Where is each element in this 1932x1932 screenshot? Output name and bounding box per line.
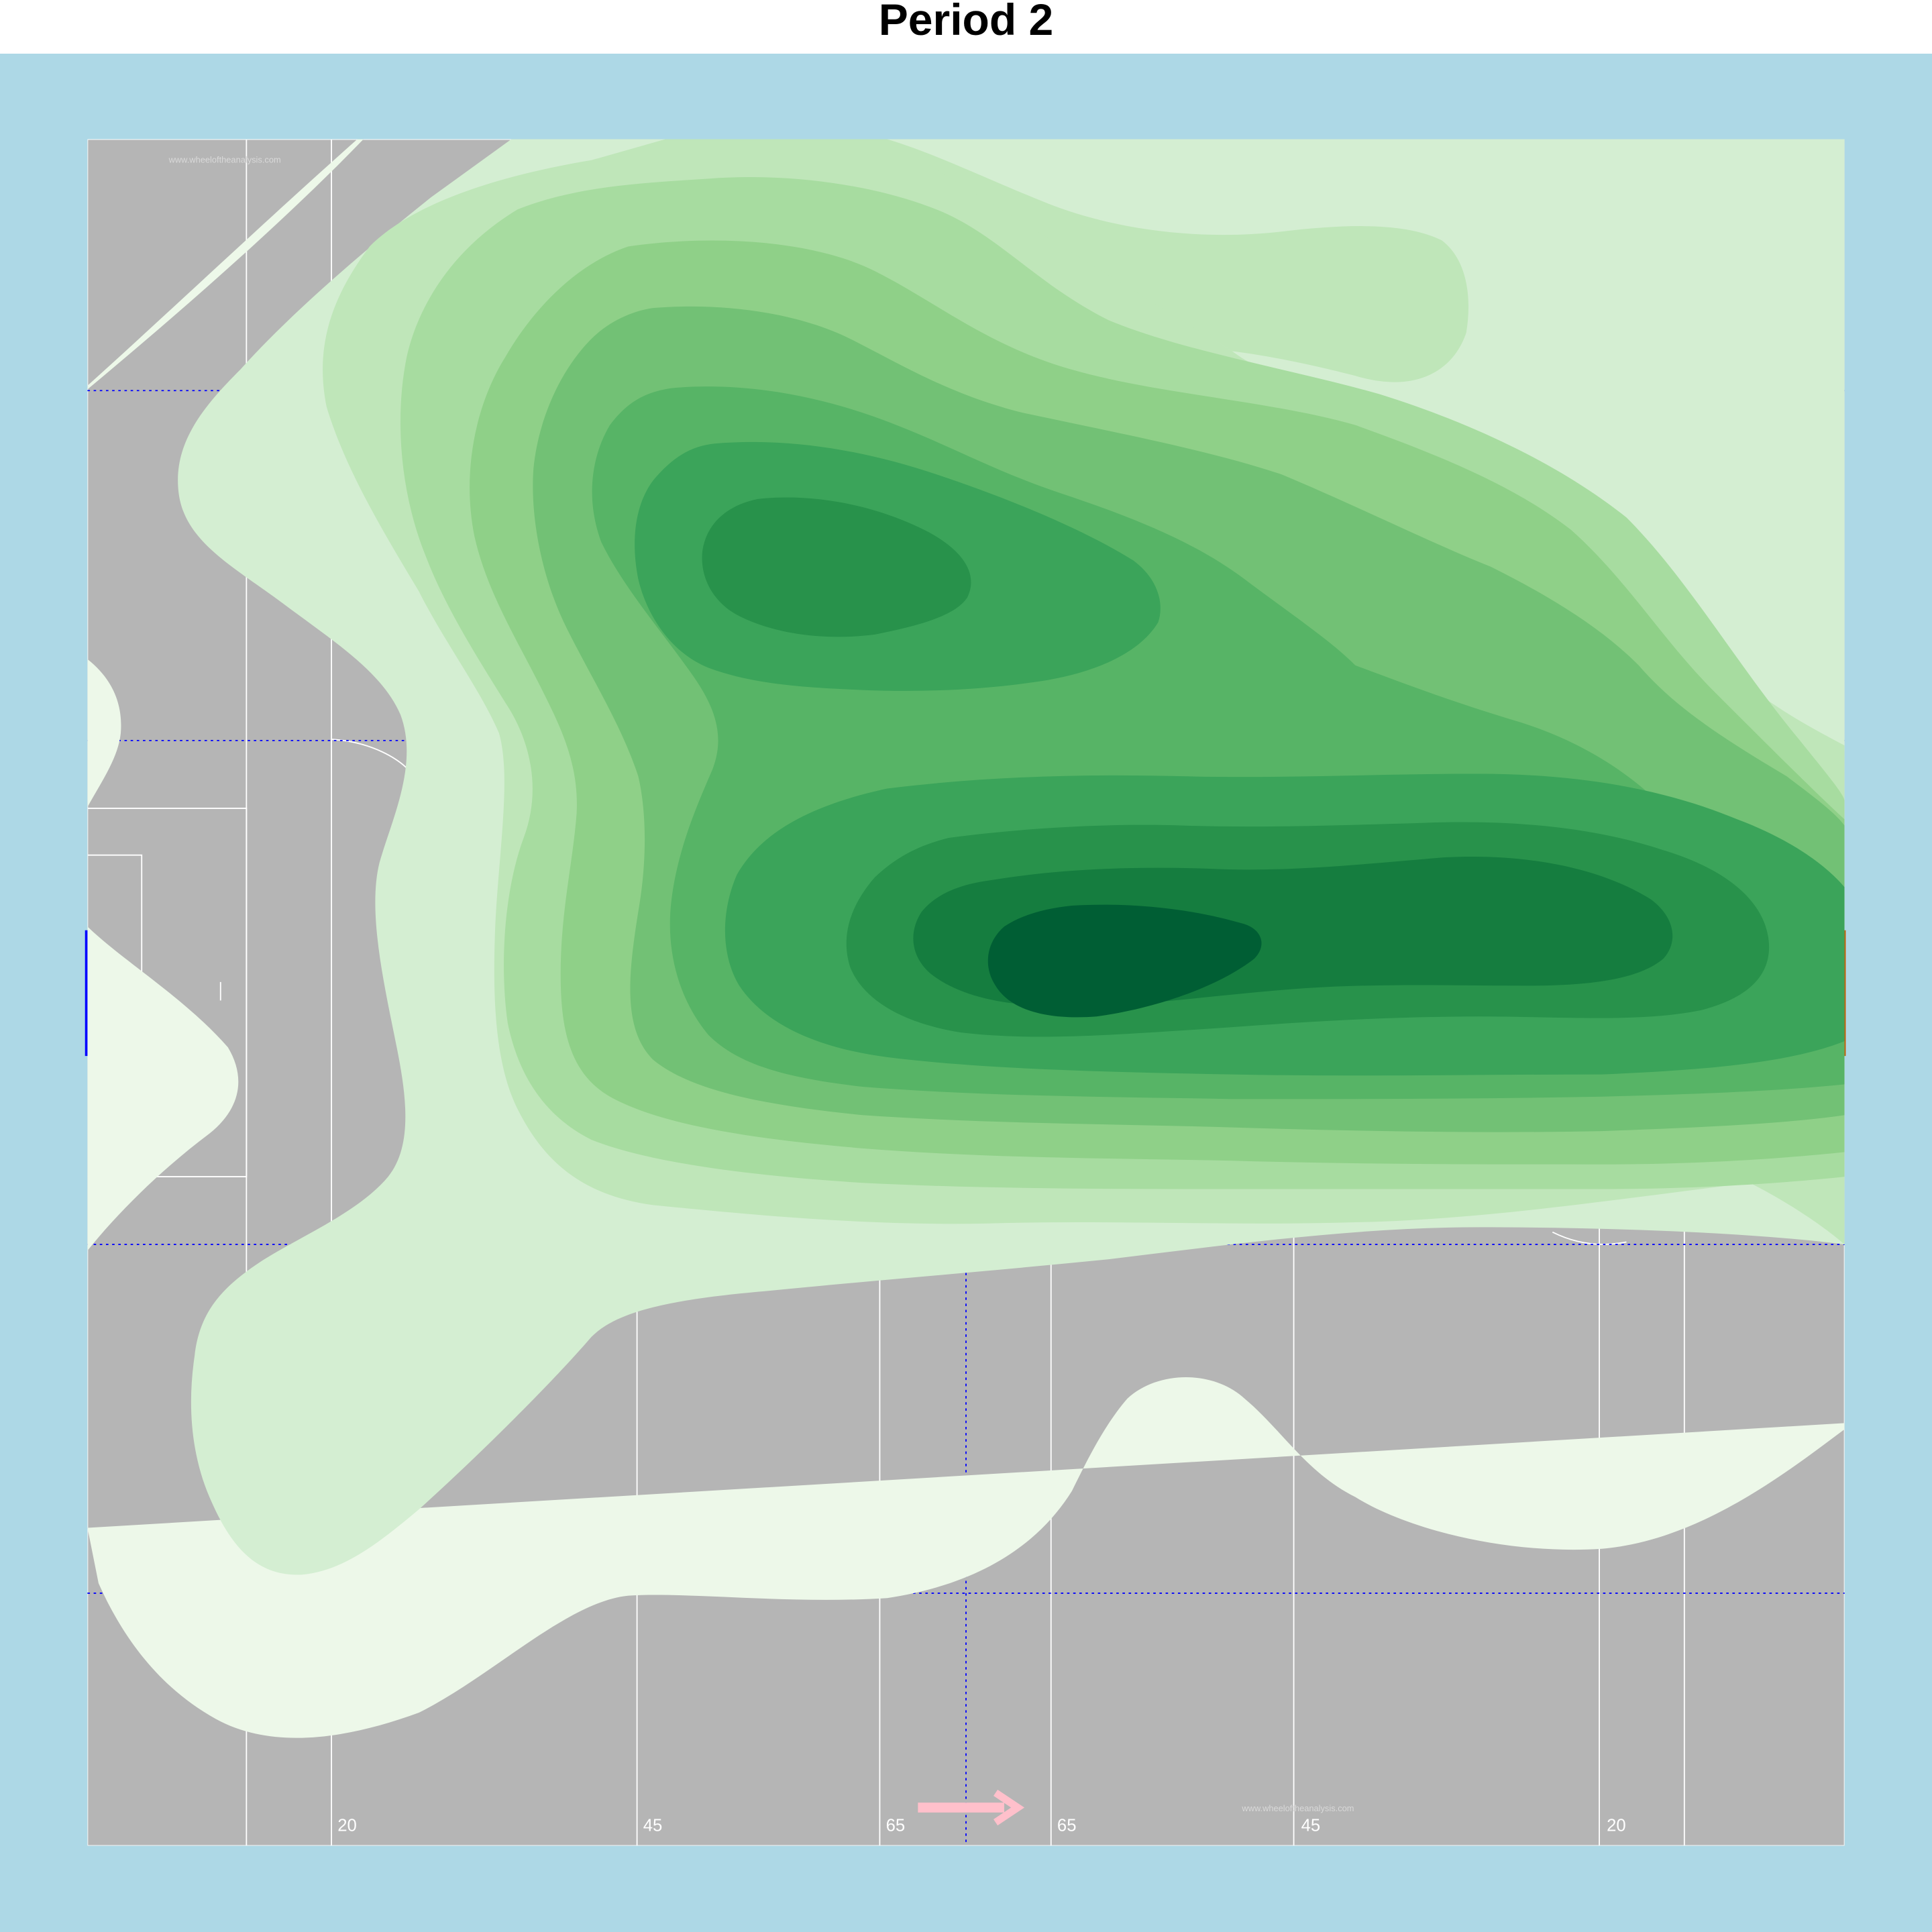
watermark-top: www.wheeloftheanalysis.com bbox=[168, 154, 281, 164]
contour-level-11 bbox=[987, 904, 1262, 1018]
chart-title: Period 2 bbox=[878, 0, 1054, 44]
contour-level-1-left bbox=[87, 926, 239, 1251]
contour-level-3-cap bbox=[887, 139, 1469, 382]
title-bar bbox=[0, 0, 1932, 54]
contour-level-1-top-left bbox=[87, 139, 364, 390]
tick-label-1: 45 bbox=[643, 1816, 663, 1835]
contour-level-1 bbox=[87, 1377, 1845, 1738]
tick-label-5: 20 bbox=[1607, 1816, 1626, 1835]
tick-label-0: 20 bbox=[337, 1816, 357, 1835]
watermark-bottom: www.wheeloftheanalysis.com bbox=[1241, 1803, 1354, 1813]
contour-level-2-right bbox=[1491, 139, 1845, 727]
tick-labels: 20 45 65 65 45 20 bbox=[337, 1816, 1625, 1835]
play-direction-arrow bbox=[918, 1789, 1025, 1826]
contour-level-1-left-top bbox=[87, 659, 121, 808]
density-contours bbox=[87, 139, 1845, 1738]
tick-label-2: 65 bbox=[886, 1816, 906, 1835]
tick-label-3: 65 bbox=[1057, 1816, 1077, 1835]
tick-label-4: 45 bbox=[1301, 1816, 1321, 1835]
